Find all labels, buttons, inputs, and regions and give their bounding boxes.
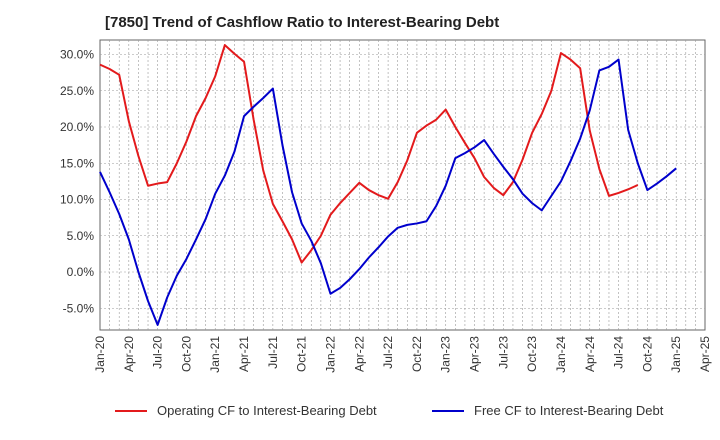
x-tick-label: Jul-23	[496, 336, 510, 369]
x-tick-label: Jul-21	[266, 336, 280, 369]
legend-label-1: Operating CF to Interest-Bearing Debt	[157, 403, 377, 418]
x-tick-label: Oct-21	[295, 336, 309, 372]
x-tick-label: Apr-25	[698, 336, 712, 372]
x-tick-label: Jul-20	[151, 336, 165, 369]
y-tick-label: 10.0%	[60, 193, 94, 207]
x-tick-label: Jan-21	[208, 336, 222, 373]
y-tick-label: 15.0%	[60, 156, 94, 170]
x-tick-label: Apr-20	[122, 336, 136, 372]
x-tick-label: Jan-22	[323, 336, 337, 373]
plot-area	[99, 39, 706, 331]
x-tick-label: Jan-20	[93, 336, 107, 373]
x-tick-label: Oct-23	[525, 336, 539, 372]
x-tick-label: Apr-23	[468, 336, 482, 372]
x-tick-label: Apr-21	[237, 336, 251, 372]
x-tick-label: Jul-22	[381, 336, 395, 369]
y-tick-label: 20.0%	[60, 120, 94, 134]
y-tick-label: 30.0%	[60, 48, 94, 62]
y-tick-label: 5.0%	[67, 229, 95, 243]
legend-label-2: Free CF to Interest-Bearing Debt	[474, 403, 664, 418]
x-tick-label: Jan-23	[439, 336, 453, 373]
chart-title: [7850] Trend of Cashflow Ratio to Intere…	[105, 14, 500, 31]
series-line-2	[99, 58, 677, 326]
x-tick-label: Jan-24	[554, 336, 568, 373]
y-tick-label: -5.0%	[63, 301, 95, 315]
y-tick-label: 25.0%	[60, 84, 94, 98]
series-line-1	[99, 44, 639, 264]
x-tick-label: Jul-24	[612, 336, 626, 369]
x-tick-label: Jan-25	[669, 336, 683, 373]
x-tick-label: Apr-24	[583, 336, 597, 372]
x-tick-label: Oct-20	[179, 336, 193, 372]
y-tick-label: 0.0%	[67, 265, 95, 279]
x-tick-label: Apr-22	[352, 336, 366, 372]
x-tick-label: Oct-22	[410, 336, 424, 372]
x-tick-label: Oct-24	[640, 336, 654, 372]
